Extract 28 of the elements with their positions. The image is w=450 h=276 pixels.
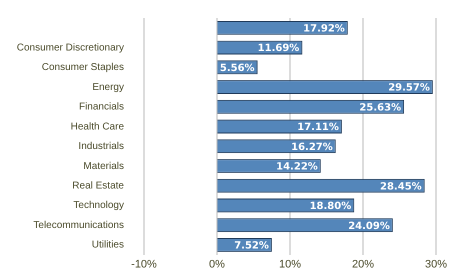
data-label: 25.63% (359, 102, 402, 114)
data-label: 28.45% (380, 181, 422, 192)
x-tick-label: 30% (424, 258, 448, 270)
data-label: 24.09% (348, 220, 390, 232)
x-tick-label: -10% (131, 258, 158, 270)
y-tick-label: Telecommunications (33, 220, 124, 231)
data-label: 17.11% (297, 122, 339, 134)
y-tick-label: Energy (92, 82, 124, 93)
y-tick-label: Real Estate (72, 180, 124, 192)
y-tick-label: Technology (73, 200, 124, 212)
y-tick-label: Consumer Staples (42, 62, 124, 74)
y-tick-label: Financials (78, 102, 124, 113)
y-tick-label: Health Care (70, 121, 124, 132)
y-tick-label: Industrials (78, 141, 124, 152)
x-tick-label: 0% (209, 258, 226, 270)
y-tick-label: Materials (83, 160, 124, 172)
data-label: 18.80% (310, 201, 352, 212)
data-label: 16.27% (291, 142, 333, 153)
data-label: 17.92% (303, 23, 345, 34)
data-label: 29.57% (388, 82, 430, 94)
data-label: 7.52% (234, 240, 269, 252)
data-label: 5.56% (220, 62, 255, 74)
y-tick-label: Consumer Discretionary (16, 42, 124, 54)
data-label: 14.22% (276, 162, 318, 173)
x-tick-label: 20% (352, 258, 374, 270)
x-tick-label: 10% (278, 258, 302, 270)
y-tick-label: Utilities (92, 240, 124, 251)
data-label: 11.69% (258, 43, 300, 54)
